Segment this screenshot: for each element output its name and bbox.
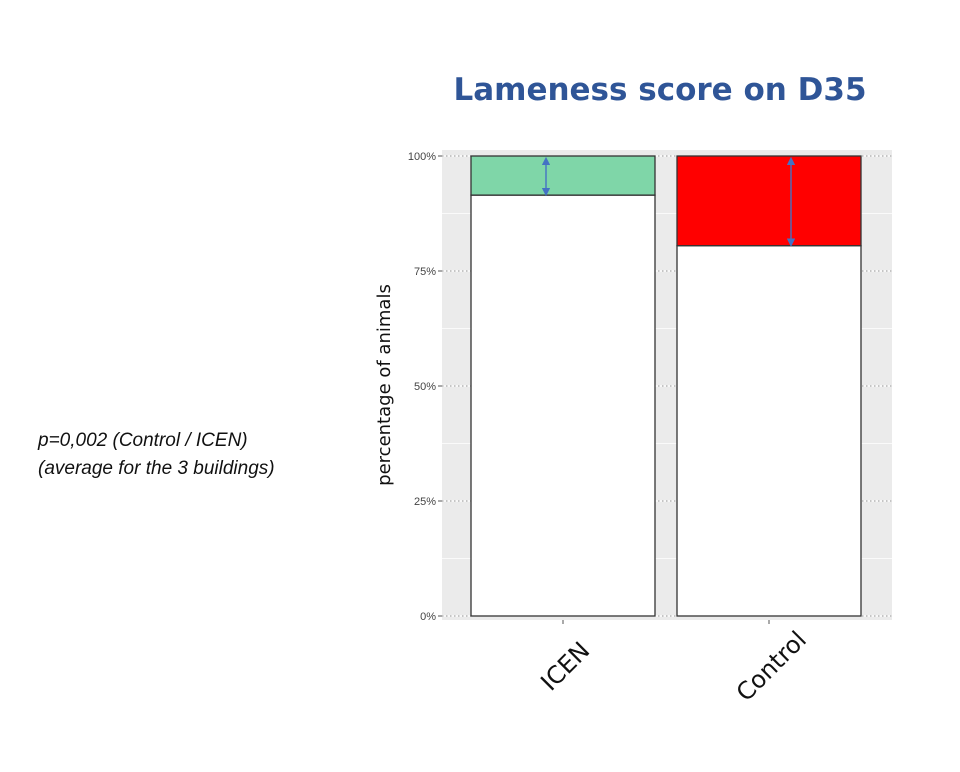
p-value-note: p=0,002 (Control / ICEN) — [38, 430, 248, 451]
bar-segment-lower — [676, 245, 862, 617]
x-category-label: Control — [731, 626, 812, 707]
bar-segment-lower — [470, 194, 656, 617]
y-tick-label: 75% — [414, 266, 436, 278]
y-axis-label: percentage of animals — [374, 284, 395, 486]
bar-segment-upper — [676, 155, 862, 247]
bar-segment-upper — [470, 155, 656, 196]
chart-title: Lameness score on D35 — [453, 72, 867, 108]
x-category-label: ICEN — [535, 636, 595, 696]
y-tick-label: 0% — [420, 611, 436, 623]
y-tick-label: 100% — [408, 151, 436, 163]
y-tick-label: 50% — [414, 381, 436, 393]
average-note: (average for the 3 buildings) — [38, 458, 275, 479]
y-tick-label: 25% — [414, 496, 436, 508]
